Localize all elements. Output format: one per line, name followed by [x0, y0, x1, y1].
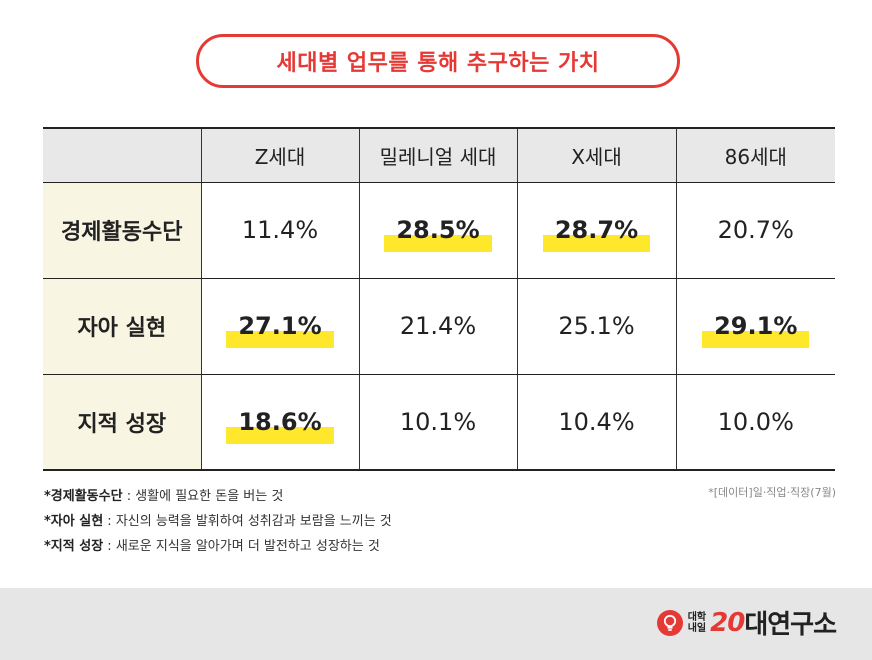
cell-value: 18.6%	[226, 408, 334, 444]
table-cell: 25.1%	[516, 278, 677, 375]
cell-value: 28.7%	[542, 216, 651, 252]
footnote-term: *자아 실현	[44, 514, 104, 529]
cell-value: 10.4%	[558, 407, 635, 436]
logo-small-bottom: 내일	[687, 622, 707, 634]
cell-value: 10.0%	[717, 407, 794, 436]
cell-value: 21.4%	[399, 312, 477, 340]
footnote-term: *지적 성장	[44, 539, 104, 554]
footnote-term: *경제활동수단	[44, 489, 123, 504]
table-cell-highlighted: 28.7%	[516, 182, 677, 279]
row-label: 지적 성장	[43, 374, 202, 471]
footnote-desc: : 생활에 필요한 돈을 버는 것	[122, 489, 284, 504]
footnote: *지적 성장 : 새로운 지식을 알아가며 더 발전하고 성장하는 것	[44, 534, 392, 559]
table-cell: 21.4%	[358, 278, 518, 375]
table-cell: 11.4%	[200, 182, 360, 279]
table-row: 지적 성장 18.6% 10.1% 10.4% 10.0%	[43, 374, 835, 471]
brand-logo[interactable]: 대학 내일 20 대연구소	[656, 604, 837, 641]
table-header-row: Z세대 밀레니얼 세대 X세대 86세대	[43, 127, 835, 183]
table-cell-highlighted: 18.6%	[200, 374, 360, 471]
data-source: *[데이터]일·직업·직장(7월)	[708, 486, 836, 499]
footnote: *자아 실현 : 자신의 능력을 발휘하여 성취감과 보람을 느끼는 것	[44, 509, 392, 534]
table-row: 자아 실현 27.1% 21.4% 25.1% 29.1%	[43, 278, 835, 375]
logo-text: 대연구소	[744, 610, 837, 640]
row-label: 자아 실현	[43, 278, 202, 375]
page-title: 세대별 업무를 통해 추구하는 가치	[196, 34, 680, 88]
table-cell: 10.0%	[675, 374, 835, 471]
table-row: 경제활동수단 11.4% 28.5% 28.7% 20.7%	[43, 182, 835, 279]
table-cell: 10.4%	[516, 374, 677, 471]
cell-value: 29.1%	[702, 312, 810, 348]
footer-bar: 대학 내일 20 대연구소	[0, 588, 872, 660]
lightbulb-icon	[656, 609, 683, 636]
logo-number: 20	[710, 607, 745, 638]
lightbulb-glyph	[663, 614, 676, 631]
cell-value: 25.1%	[558, 312, 635, 340]
table-cell-highlighted: 29.1%	[675, 278, 835, 375]
cell-value: 27.1%	[226, 312, 334, 348]
row-label: 경제활동수단	[43, 182, 202, 279]
table-cell-highlighted: 28.5%	[358, 182, 518, 279]
header-corner-cell	[43, 127, 202, 183]
cell-value: 10.1%	[399, 407, 477, 436]
cell-value: 11.4%	[241, 216, 319, 244]
table-cell-highlighted: 27.1%	[200, 278, 360, 375]
column-header: X세대	[516, 127, 677, 183]
column-header: 86세대	[675, 127, 835, 183]
cell-value: 28.5%	[384, 216, 492, 252]
data-table: Z세대 밀레니얼 세대 X세대 86세대 경제활동수단 11.4% 28.5% …	[43, 127, 835, 471]
footnote-desc: : 새로운 지식을 알아가며 더 발전하고 성장하는 것	[103, 539, 380, 554]
cell-value: 20.7%	[717, 216, 794, 244]
logo-small-top: 대학	[687, 611, 707, 623]
table-cell: 20.7%	[675, 182, 835, 279]
footnote-desc: : 자신의 능력을 발휘하여 성취감과 보람을 느끼는 것	[103, 514, 392, 529]
footnotes: *경제활동수단 : 생활에 필요한 돈을 버는 것 *자아 실현 : 자신의 능…	[44, 484, 392, 559]
column-header: Z세대	[200, 127, 360, 183]
footnote: *경제활동수단 : 생활에 필요한 돈을 버는 것	[44, 484, 392, 509]
logo-small-text: 대학 내일	[688, 612, 706, 634]
column-header: 밀레니얼 세대	[358, 127, 518, 183]
table-cell: 10.1%	[358, 374, 518, 471]
